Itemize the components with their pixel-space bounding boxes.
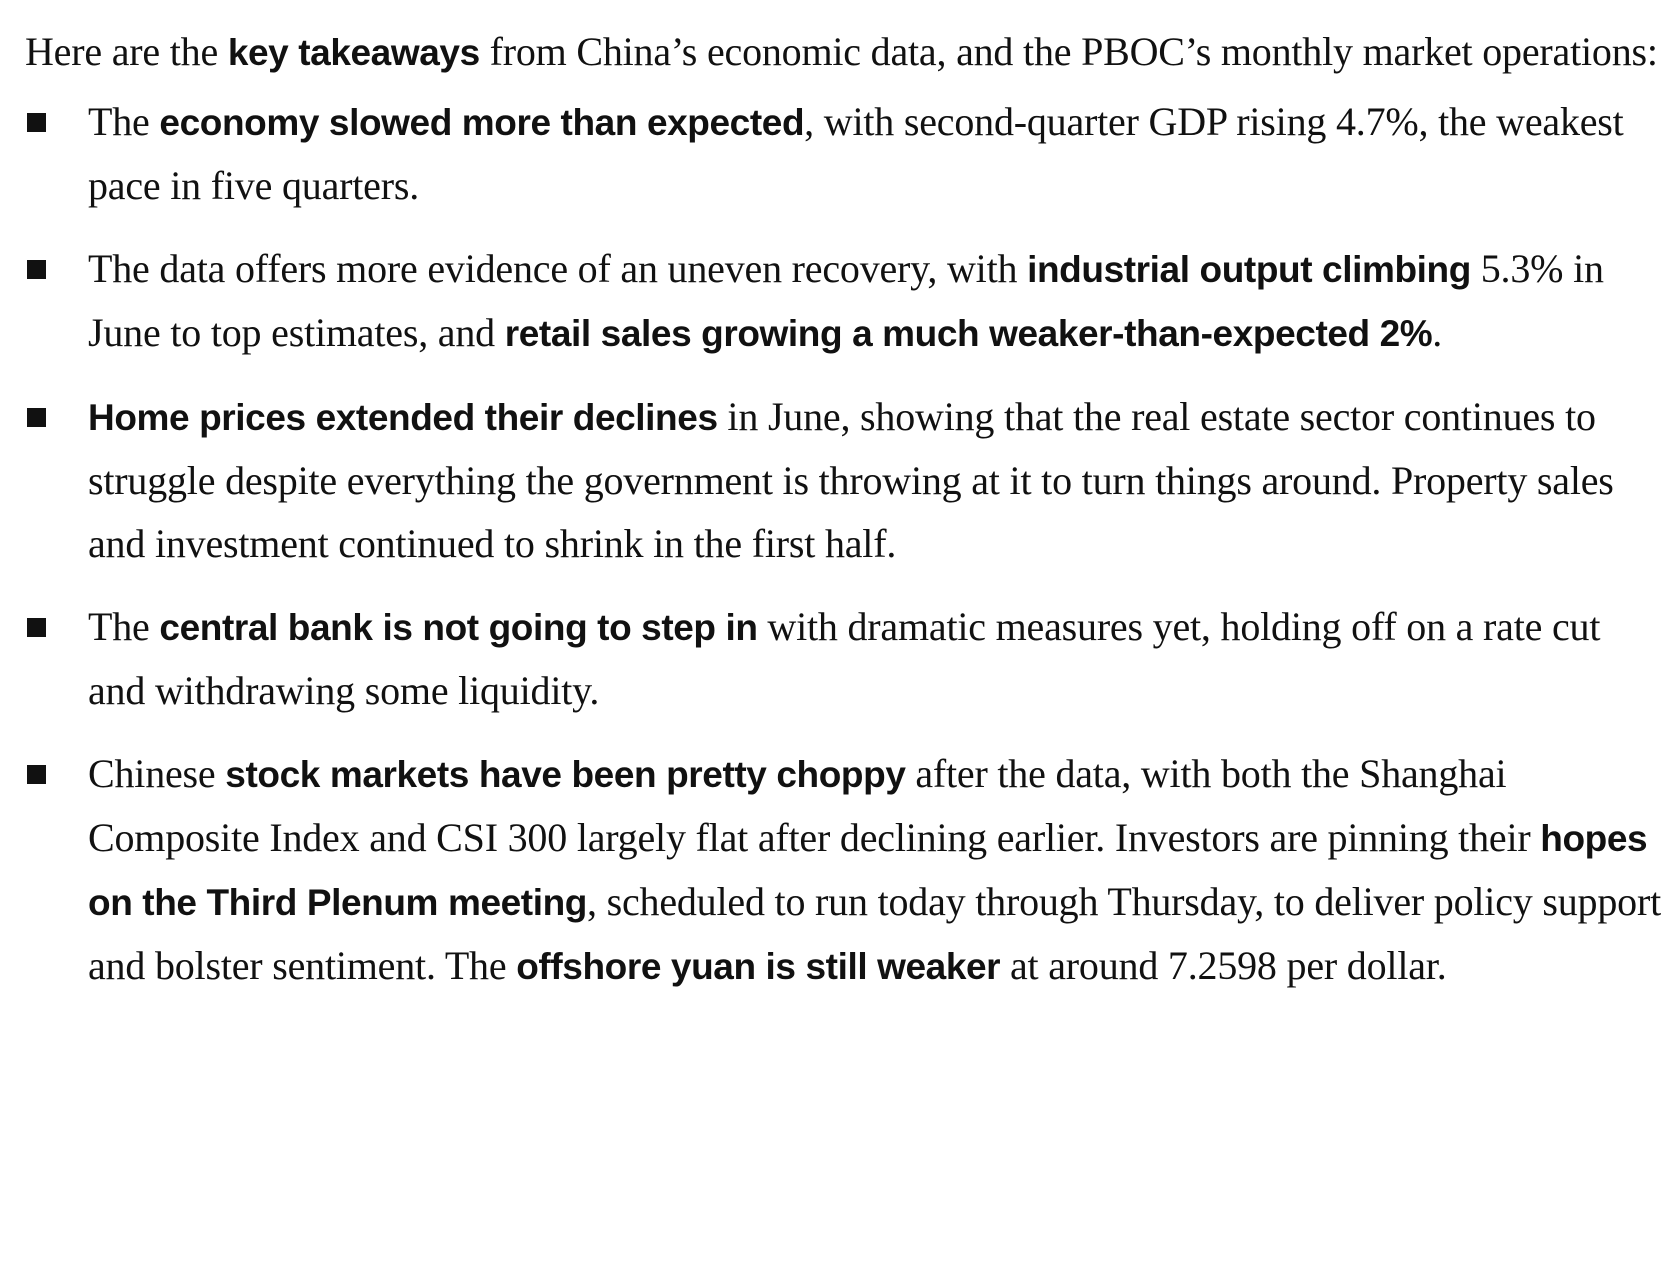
takeaway-text: 5.3% in June to top estimates, and (88, 246, 1604, 355)
takeaway-bold: retail sales growing a much weaker-than-… (504, 313, 1433, 354)
article-body: Here are the key takeaways from China’s … (25, 20, 1665, 1018)
takeaway-home-prices: Home prices extended their declines in J… (25, 385, 1665, 575)
takeaway-text: The (88, 604, 160, 649)
takeaway-text: after the data, with both the Shanghai C… (88, 751, 1541, 860)
square-bullet-icon (27, 113, 46, 132)
takeaway-text: . (1432, 310, 1443, 355)
square-bullet-icon (27, 260, 46, 279)
intro-paragraph: Here are the key takeaways from China’s … (25, 20, 1665, 84)
square-bullet-icon (27, 618, 46, 637)
takeaway-bold: industrial output climbing (1027, 249, 1471, 290)
square-bullet-icon (27, 408, 46, 427)
takeaway-bold: stock markets have been pretty choppy (225, 754, 906, 795)
takeaway-text: The (88, 99, 160, 144)
takeaway-text: , with second-quarter GDP rising 4.7%, t… (88, 99, 1624, 208)
takeaways-list: The economy slowed more than expected, w… (25, 90, 1665, 998)
takeaway-bold: Home prices extended their declines (88, 397, 718, 438)
takeaway-industrial-retail: The data offers more evidence of an unev… (25, 237, 1665, 365)
intro-text: from China’s economic data, and the PBOC… (479, 29, 1658, 74)
takeaway-bold: economy slowed more than expected (159, 102, 805, 143)
takeaway-text: at around 7.2598 per dollar. (1000, 943, 1447, 988)
square-bullet-icon (27, 765, 46, 784)
takeaway-text: with dramatic measures yet, holding off … (88, 604, 1601, 713)
intro-text: Here are the (25, 29, 228, 74)
takeaway-stock-markets: Chinese stock markets have been pretty c… (25, 742, 1665, 998)
takeaway-text: , scheduled to run today through Thursda… (88, 879, 1661, 988)
takeaway-gdp: The economy slowed more than expected, w… (25, 90, 1665, 217)
takeaway-text: Chinese (88, 751, 226, 796)
takeaway-text: in June, showing that the real estate se… (88, 394, 1614, 566)
takeaway-bold: central bank is not going to step in (159, 607, 758, 648)
takeaway-bold: hopes on the Third Plenum meeting (88, 818, 1648, 923)
takeaway-text: The data offers more evidence of an unev… (88, 246, 1028, 291)
takeaway-bold: offshore yuan is still weaker (516, 946, 1001, 987)
intro-bold: key takeaways (227, 32, 480, 73)
takeaway-central-bank: The central bank is not going to step in… (25, 595, 1665, 722)
